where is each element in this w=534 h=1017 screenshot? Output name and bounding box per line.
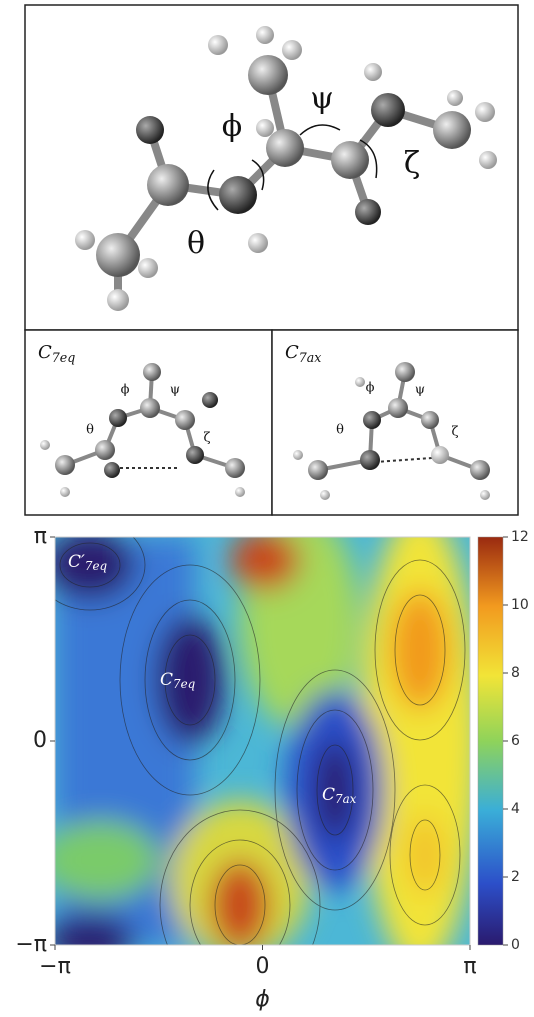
- colorbar-tick-label: 12: [511, 529, 529, 545]
- conformer-label-sub: 7ax: [299, 350, 322, 365]
- region-label-sub: 7ax: [335, 792, 357, 806]
- contour-map: [35, 510, 480, 1000]
- region-label-sub: 7eq: [173, 677, 196, 691]
- angle-label: ϕ: [121, 383, 130, 398]
- colorbar-tick-label: 10: [511, 597, 529, 613]
- angle-label: ψ: [415, 383, 425, 398]
- region-label-base: C: [322, 785, 335, 805]
- colorbar-tick-label: 4: [511, 801, 520, 817]
- region-label-base: C′: [68, 552, 85, 572]
- x-tick-label: π: [463, 954, 476, 979]
- colorbar: [478, 537, 503, 945]
- angle-label: ζ: [203, 431, 210, 446]
- x-tick-label: 0: [256, 954, 270, 979]
- angle-label: ϕ: [366, 381, 375, 396]
- angle-label: θ: [336, 423, 344, 438]
- figure: ϕ ψ ζ θ C7eqϕψθζC7axϕψθζ −π0π−π0πϕ0: [0, 0, 534, 1017]
- angle-label: ζ: [451, 425, 458, 440]
- region-label-sub: 7eq: [85, 559, 108, 573]
- conformer-label-base: C: [38, 342, 52, 363]
- y-tick-label: −π: [15, 932, 47, 957]
- x-axis-label: ϕ: [255, 987, 270, 1012]
- angle-label: θ: [86, 423, 94, 438]
- y-tick-label: 0: [33, 728, 47, 753]
- angle-label: ψ: [310, 81, 334, 116]
- region-label-base: C: [160, 670, 173, 690]
- angle-label: θ: [187, 226, 205, 261]
- colorbar-tick-label: 2: [511, 869, 520, 885]
- panel: [25, 5, 518, 330]
- colorbar-tick-label: 8: [511, 665, 520, 681]
- angle-label: ϕ: [222, 109, 242, 144]
- y-tick-label: π: [34, 524, 47, 549]
- angle-label: ζ: [404, 146, 420, 181]
- colorbar-tick-label: 6: [511, 733, 520, 749]
- x-tick-label: −π: [39, 954, 71, 979]
- angle-label: ψ: [170, 383, 180, 398]
- colorbar-tick-label: 0: [511, 937, 520, 953]
- conformer-label-base: C: [285, 342, 299, 363]
- conformer-label-sub: 7eq: [52, 350, 76, 365]
